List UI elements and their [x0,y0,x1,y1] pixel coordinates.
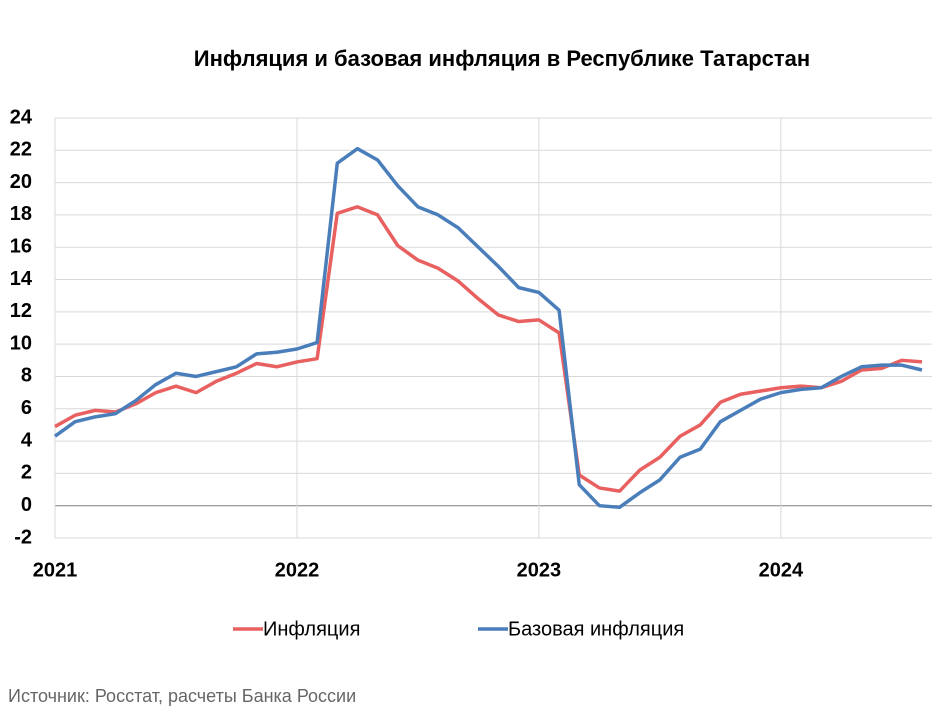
x-tick-label: 2023 [517,559,562,581]
y-tick-label: 0 [21,494,32,516]
y-tick-label: 22 [10,139,32,161]
series-line [53,146,923,510]
y-tick-label: 2 [21,462,32,484]
y-tick-label: 14 [10,268,33,290]
legend-label: Базовая инфляция [508,618,684,640]
source: Источник: Росстат, расчеты Банка России [8,686,356,706]
y-tick-label: 24 [10,106,33,128]
y-tick-label: 8 [21,365,32,387]
x-tick-label: 2022 [275,559,320,581]
y-tick-label: 10 [10,332,32,354]
y-tick-label: 16 [10,236,32,258]
x-tick-label: 2024 [759,559,804,581]
legend-label: Инфляция [263,618,360,640]
y-tick-label: 20 [10,171,32,193]
x-tick-label: 2021 [33,559,78,581]
y-tick-label: 6 [21,397,32,419]
y-tick-label: -2 [14,526,32,548]
y-tick-label: 18 [10,203,32,225]
y-tick-label: 4 [21,429,33,451]
y-tick-label: 12 [10,300,32,322]
chart-title: Инфляция и базовая инфляция в Республике… [194,46,810,71]
series-line [54,205,923,493]
